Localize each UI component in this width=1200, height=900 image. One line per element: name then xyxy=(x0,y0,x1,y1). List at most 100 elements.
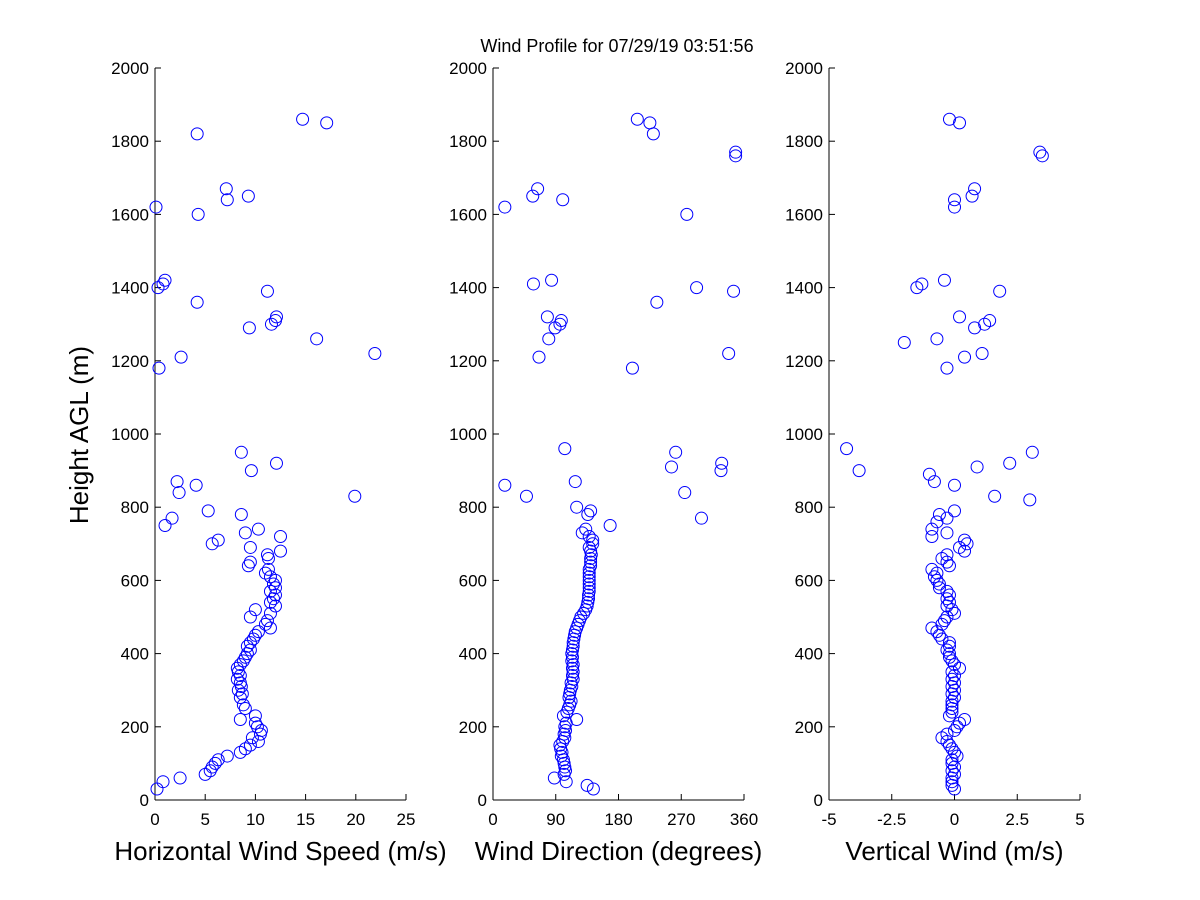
data-point xyxy=(940,584,954,598)
data-point xyxy=(189,478,203,492)
data-point xyxy=(945,665,959,679)
data-point xyxy=(942,636,956,650)
data-point xyxy=(945,672,959,686)
data-point xyxy=(935,617,949,631)
data-point xyxy=(243,540,257,554)
data-point xyxy=(251,522,265,536)
data-point xyxy=(556,193,570,207)
data-point xyxy=(925,562,939,576)
data-point xyxy=(582,529,596,543)
data-point xyxy=(968,321,982,335)
data-point xyxy=(296,112,310,126)
data-point xyxy=(669,445,683,459)
data-point xyxy=(233,676,247,690)
data-point xyxy=(570,500,584,514)
data-point xyxy=(251,625,265,639)
y-tick-label: 400 xyxy=(795,645,823,664)
data-point xyxy=(582,584,596,598)
data-point xyxy=(542,332,556,346)
x-axis-label: Horizontal Wind Speed (m/s) xyxy=(114,836,446,866)
data-point xyxy=(263,606,277,620)
y-tick-label: 0 xyxy=(478,791,487,810)
data-point xyxy=(1003,456,1017,470)
data-point xyxy=(942,588,956,602)
data-point xyxy=(245,731,259,745)
data-point xyxy=(568,475,582,489)
data-point xyxy=(930,573,944,587)
data-point xyxy=(953,116,967,130)
data-point xyxy=(242,321,256,335)
data-point xyxy=(246,632,260,646)
y-tick-label: 600 xyxy=(121,571,149,590)
y-tick-label: 1400 xyxy=(449,279,487,298)
y-tick-label: 1600 xyxy=(785,205,823,224)
data-point xyxy=(958,533,972,547)
data-point xyxy=(158,519,172,532)
data-point xyxy=(960,537,974,551)
data-point xyxy=(170,475,184,489)
y-tick-label: 1400 xyxy=(111,279,149,298)
data-point xyxy=(260,614,274,628)
x-tick-label: 0 xyxy=(950,810,959,829)
data-point xyxy=(945,698,959,712)
data-point xyxy=(584,555,598,569)
figure-title: Wind Profile for 07/29/19 03:51:56 xyxy=(480,36,753,56)
data-point xyxy=(1035,149,1049,163)
data-point xyxy=(940,643,954,657)
data-point xyxy=(948,745,961,759)
data-point xyxy=(575,526,589,540)
data-point xyxy=(940,548,954,562)
data-point xyxy=(930,332,944,346)
data-point xyxy=(220,193,234,207)
data-point xyxy=(948,606,961,620)
data-point xyxy=(241,559,255,573)
data-point xyxy=(190,127,204,141)
data-point xyxy=(236,654,250,668)
y-tick-label: 200 xyxy=(459,718,487,737)
data-point xyxy=(940,511,954,525)
data-point xyxy=(264,317,278,331)
x-tick-label: 0 xyxy=(488,810,497,829)
data-point xyxy=(234,445,248,459)
data-point xyxy=(526,189,540,203)
data-point xyxy=(942,112,956,126)
data-point xyxy=(248,709,262,723)
data-point xyxy=(547,771,561,785)
data-point xyxy=(269,456,283,470)
data-point xyxy=(603,519,617,532)
data-point xyxy=(498,478,512,492)
x-tick-label: 15 xyxy=(296,810,315,829)
data-point xyxy=(925,621,939,635)
data-point xyxy=(191,207,205,221)
data-point xyxy=(368,346,382,360)
data-point xyxy=(233,658,247,672)
data-point xyxy=(840,442,854,456)
data-point xyxy=(236,698,250,712)
data-point xyxy=(581,508,595,522)
data-point xyxy=(230,672,244,686)
data-point xyxy=(937,614,951,628)
data-point xyxy=(714,464,728,478)
data-point xyxy=(174,350,188,364)
data-point xyxy=(925,522,939,536)
data-point xyxy=(937,273,951,287)
y-tick-label: 1600 xyxy=(111,205,149,224)
data-point xyxy=(948,504,961,518)
data-point xyxy=(586,533,600,547)
data-point xyxy=(266,592,280,606)
subplot-1: 0 200 400 600 800 1000 1200 1400 1600 1800 2000 0 5 1… xyxy=(111,59,447,866)
data-point xyxy=(729,145,743,159)
data-point xyxy=(582,577,596,591)
x-tick-label: -5 xyxy=(821,810,836,829)
data-point xyxy=(233,712,247,726)
data-point xyxy=(690,281,704,295)
data-point xyxy=(238,702,252,715)
data-point xyxy=(248,716,262,730)
data-point xyxy=(219,182,233,196)
data-point xyxy=(564,676,578,690)
data-point xyxy=(940,526,954,540)
data-point xyxy=(940,610,954,624)
data-point xyxy=(975,346,989,360)
x-axis-label: Wind Direction (degrees) xyxy=(475,836,763,866)
y-tick-label: 2000 xyxy=(111,59,149,78)
